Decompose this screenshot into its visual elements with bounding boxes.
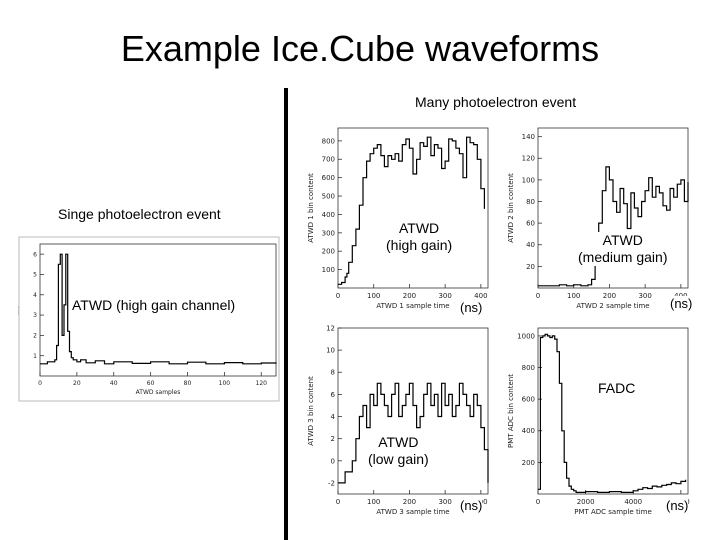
fadc-unit: (ns) <box>666 498 689 513</box>
atwd2-plot-frame <box>537 127 689 289</box>
single-xtick-label: 20 <box>73 380 81 387</box>
atwd1-annotation: ATWD (high gain) <box>386 220 453 254</box>
atwd2-chart: 204060801001201400100200300400ATWD 2 sam… <box>507 127 689 310</box>
atwd2-annotation: ATWD (medium gain) <box>578 232 668 266</box>
atwd1-waveform-line <box>338 136 485 285</box>
atwd2-ytick-label: 80 <box>526 198 535 206</box>
single-xtick-label: 0 <box>38 380 42 387</box>
atwd3-plot-frame <box>337 327 489 495</box>
atwd3-annotation: ATWD (low gain) <box>368 434 429 467</box>
fadc-xtick-label: 4000 <box>624 498 642 506</box>
atwd3-ytick-label: 12 <box>326 324 335 332</box>
atwd1-ytick-label: 500 <box>322 192 335 200</box>
single-xlabel: ATWD samples <box>136 389 181 396</box>
atwd1-ytick-label: 200 <box>322 248 335 256</box>
atwd2-xtick-label: 300 <box>638 292 651 300</box>
single-ylabel: mV <box>18 304 20 315</box>
atwd1-ytick-label: 400 <box>322 211 335 219</box>
single-plot-frame <box>39 243 277 377</box>
fadc-waveform-line <box>538 333 687 493</box>
atwd3-ytick-label: 6 <box>331 391 336 399</box>
vertical-divider <box>284 88 288 540</box>
single-xtick-label: 60 <box>147 380 155 387</box>
atwd1-xtick-label: 100 <box>367 292 380 300</box>
fadc-plot-frame <box>537 327 689 495</box>
single-pe-subtitle: Singe photoelectron event <box>58 206 221 222</box>
atwd3-xtick-label: 0 <box>336 498 340 506</box>
fadc-xlabel: PMT ADC sample time <box>574 508 652 516</box>
single-ytick-label: 3 <box>33 312 37 319</box>
fadc-ytick-label: 600 <box>522 396 535 404</box>
atwd2-xtick-label: 100 <box>567 292 580 300</box>
atwd1-xtick-label: 400 <box>474 292 487 300</box>
atwd3-xtick-label: 200 <box>403 498 416 506</box>
single-xtick-label: 40 <box>110 380 118 387</box>
atwd2-xlabel: ATWD 2 sample time <box>576 302 649 310</box>
fadc-ytick-label: 800 <box>522 364 535 372</box>
atwd1-plot-frame <box>337 127 489 289</box>
atwd2-xtick-label: 200 <box>603 292 616 300</box>
single-ytick-label: 5 <box>33 272 37 279</box>
atwd1-ylabel: ATWD 1 bin content <box>307 173 315 243</box>
atwd3-unit: (ns) <box>460 498 483 513</box>
single-xtick-label: 100 <box>219 380 231 387</box>
atwd2-ytick-label: 100 <box>522 176 535 184</box>
atwd1-ytick-label: 100 <box>322 266 335 274</box>
atwd3-ytick-label: 2 <box>331 435 335 443</box>
atwd2-ylabel: ATWD 2 bin content <box>507 173 515 243</box>
atwd2-waveform-line <box>538 166 689 287</box>
fadc-xtick-label: 0 <box>536 498 540 506</box>
atwd3-ytick-label: 8 <box>331 369 335 377</box>
atwd1-xtick-label: 200 <box>403 292 416 300</box>
atwd3-ytick-label: -2 <box>328 479 335 487</box>
fadc-ytick-label: 200 <box>522 459 535 467</box>
single-ytick-label: 6 <box>33 251 37 258</box>
atwd3-waveform-line <box>338 382 489 484</box>
atwd1-ytick-label: 700 <box>322 156 335 164</box>
atwd1-xtick-label: 300 <box>438 292 451 300</box>
single-waveform-line <box>40 253 277 365</box>
atwd1-xtick-label: 0 <box>336 292 340 300</box>
atwd2-ytick-label: 20 <box>526 263 535 271</box>
atwd1-ytick-label: 300 <box>322 229 335 237</box>
single-annotation: ATWD (high gain channel) <box>72 297 236 313</box>
fadc-annotation: FADC <box>598 380 636 397</box>
atwd3-xlabel: ATWD 3 sample time <box>376 508 449 516</box>
atwd2-ytick-label: 140 <box>522 133 535 141</box>
atwd1-xlabel: ATWD 1 sample time <box>376 302 449 310</box>
atwd2-ytick-label: 60 <box>526 220 535 228</box>
atwd2-ytick-label: 120 <box>522 155 535 163</box>
single-ytick-label: 2 <box>33 332 37 339</box>
single-ytick-label: 4 <box>33 292 37 299</box>
fadc-ytick-label: 400 <box>522 427 535 435</box>
atwd3-ytick-label: 10 <box>326 347 335 355</box>
many-pe-subtitle: Many photoelectron event <box>415 94 577 110</box>
atwd3-xtick-label: 100 <box>367 498 380 506</box>
fadc-ylabel: PMT ADC bin content <box>507 374 515 448</box>
atwd3-ylabel: ATWD 3 bin content <box>307 376 315 446</box>
atwd3-xtick-label: 300 <box>438 498 451 506</box>
atwd1-ytick-label: 800 <box>322 137 335 145</box>
fadc-ytick-label: 1000 <box>517 332 535 340</box>
atwd3-ytick-label: 4 <box>331 413 336 421</box>
atwd2-xtick-label: 0 <box>536 292 540 300</box>
single-ytick-label: 1 <box>33 353 37 360</box>
atwd1-unit: (ns) <box>460 300 483 315</box>
fadc-xtick-label: 2000 <box>577 498 595 506</box>
atwd1-ytick-label: 600 <box>322 174 335 182</box>
atwd1-chart: 100 200 300 400 500 600 700 800 0 100 200 300 400 ATW… <box>307 127 489 310</box>
atwd2-ytick-label: 40 <box>526 241 535 249</box>
single-xtick-label: 80 <box>184 380 192 387</box>
atwd2-unit: (ns) <box>670 296 693 311</box>
atwd3-chart: -20246810120100200300400ATWD 3 sample ti… <box>307 324 489 516</box>
atwd3-ytick-label: 0 <box>331 457 335 465</box>
single-xtick-label: 120 <box>256 380 268 387</box>
fadc-chart: 20040060080010000200040006000PMT ADC sam… <box>507 327 690 516</box>
slide-title: Example Ice.Cube waveforms <box>120 28 600 69</box>
